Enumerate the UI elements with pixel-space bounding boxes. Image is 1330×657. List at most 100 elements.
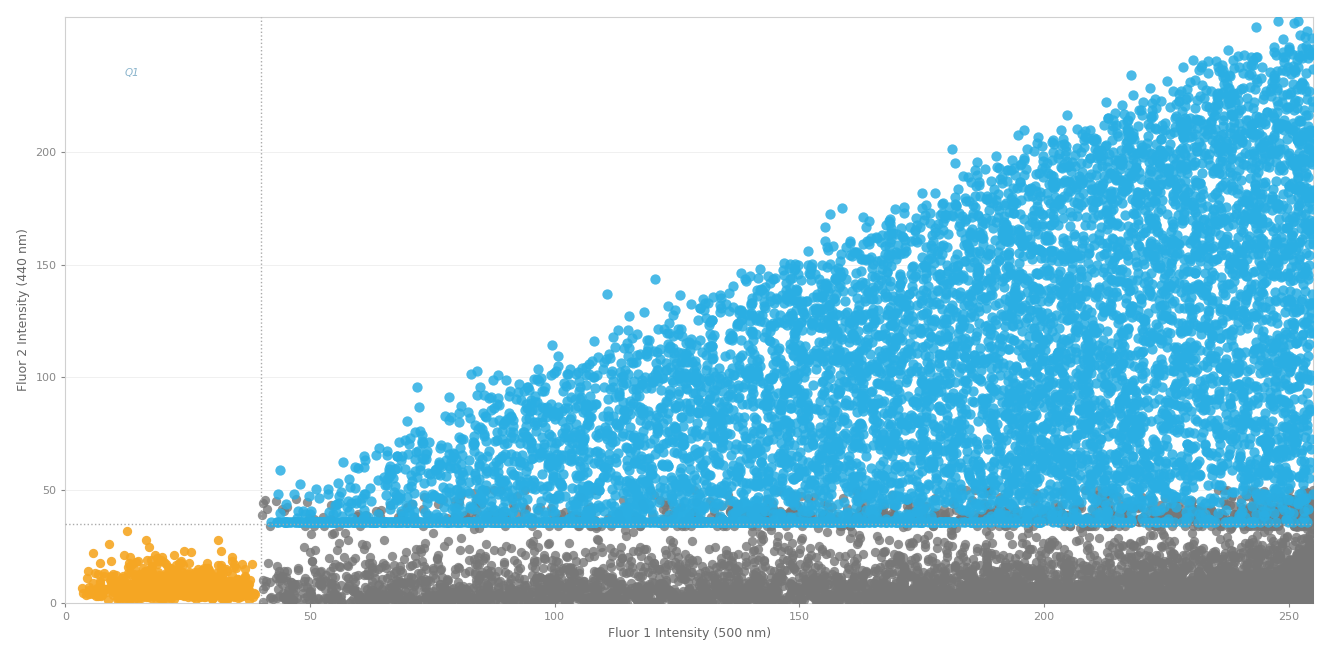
Point: [146, 589, 168, 599]
Point: [1169, 593, 1190, 604]
Point: [1160, 267, 1181, 278]
Point: [325, 572, 346, 582]
Point: [196, 571, 217, 581]
Point: [1170, 583, 1192, 594]
Point: [444, 509, 466, 520]
Point: [1208, 584, 1229, 595]
Point: [1240, 459, 1261, 470]
Point: [1005, 558, 1027, 569]
Point: [747, 505, 769, 515]
Point: [1043, 593, 1064, 604]
Point: [1236, 595, 1257, 606]
Point: [1290, 80, 1311, 91]
Point: [1140, 327, 1161, 337]
Point: [1015, 597, 1036, 607]
Point: [1160, 554, 1181, 564]
Point: [1150, 134, 1172, 145]
Point: [624, 455, 645, 466]
Point: [579, 591, 600, 602]
Point: [310, 566, 331, 577]
Point: [745, 510, 766, 520]
Point: [1254, 581, 1275, 591]
Point: [1242, 60, 1264, 70]
Point: [955, 403, 976, 414]
Point: [745, 594, 766, 604]
Point: [899, 461, 920, 471]
Point: [1278, 294, 1299, 304]
Point: [931, 589, 952, 600]
Point: [670, 567, 692, 578]
Point: [799, 543, 821, 553]
Point: [113, 582, 134, 593]
Point: [1254, 509, 1275, 519]
Point: [1301, 597, 1322, 608]
Point: [910, 459, 931, 469]
Point: [1117, 516, 1138, 527]
Point: [1226, 589, 1248, 599]
Point: [1201, 243, 1222, 254]
Point: [988, 589, 1009, 600]
Point: [386, 451, 407, 461]
Point: [577, 594, 598, 604]
Point: [912, 378, 934, 388]
Point: [1012, 325, 1033, 336]
Point: [1232, 595, 1253, 606]
Point: [983, 223, 1004, 234]
Point: [1144, 509, 1165, 519]
Point: [943, 482, 964, 493]
Point: [974, 589, 995, 600]
Point: [1146, 586, 1168, 597]
Point: [754, 390, 775, 400]
Point: [521, 584, 543, 595]
Point: [604, 500, 625, 510]
Point: [640, 497, 661, 508]
Point: [150, 593, 172, 603]
Point: [625, 516, 646, 527]
Point: [1160, 570, 1181, 581]
Point: [605, 342, 626, 352]
Point: [845, 426, 866, 437]
Point: [1032, 355, 1053, 365]
Point: [649, 495, 670, 505]
Point: [728, 592, 749, 602]
Point: [1189, 556, 1210, 566]
Point: [999, 414, 1020, 424]
Point: [952, 170, 974, 181]
Point: [927, 443, 948, 453]
Point: [1156, 208, 1177, 219]
Point: [519, 516, 540, 527]
Point: [980, 574, 1001, 585]
Point: [1301, 550, 1322, 560]
Point: [972, 592, 994, 602]
Point: [774, 516, 795, 527]
Point: [1248, 589, 1269, 600]
Point: [789, 597, 810, 607]
Point: [547, 583, 568, 594]
Point: [1294, 127, 1315, 138]
Point: [1245, 422, 1266, 432]
Point: [547, 583, 568, 593]
Point: [971, 233, 992, 243]
Point: [1246, 596, 1267, 606]
Point: [531, 496, 552, 507]
Point: [1252, 582, 1273, 593]
Point: [1142, 595, 1164, 606]
Point: [1246, 530, 1267, 541]
Point: [1012, 587, 1033, 598]
Point: [1063, 245, 1084, 256]
Point: [1149, 583, 1170, 593]
Point: [821, 489, 842, 499]
Point: [1157, 277, 1178, 288]
Point: [1297, 567, 1318, 578]
Point: [845, 568, 866, 579]
Point: [762, 317, 783, 328]
Point: [447, 577, 468, 587]
Point: [1229, 61, 1250, 72]
Point: [1286, 592, 1307, 602]
Point: [999, 389, 1020, 399]
Point: [332, 457, 354, 467]
Point: [1200, 415, 1221, 426]
Point: [1265, 147, 1286, 158]
Point: [1200, 582, 1221, 593]
Point: [991, 590, 1012, 600]
